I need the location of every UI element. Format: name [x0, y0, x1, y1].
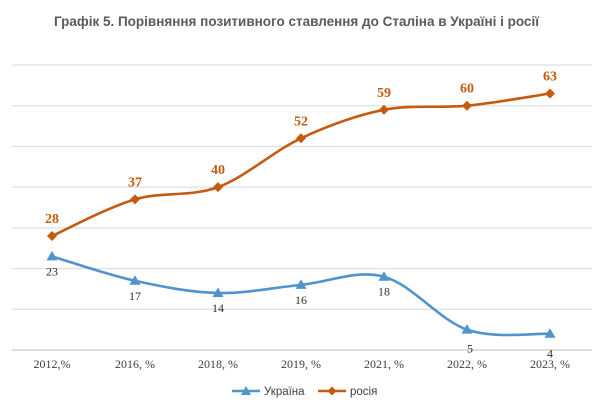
data-point-russia	[379, 104, 389, 115]
data-point-ukraine	[212, 287, 224, 297]
x-tick-label: 2012,%	[34, 357, 71, 371]
legend-marker-russia	[327, 386, 337, 396]
chart-title: Графік 5. Порівняння позитивного ставлен…	[53, 14, 539, 29]
data-label-ukraine: 16	[295, 293, 307, 307]
legend-label-russia: росія	[350, 386, 377, 398]
x-tick-label: 2021, %	[364, 357, 404, 371]
data-point-ukraine	[378, 271, 390, 281]
data-label-russia: 52	[294, 114, 308, 129]
data-label-russia: 59	[377, 86, 391, 101]
x-tick-label: 2016, %	[115, 357, 155, 371]
data-label-russia: 37	[128, 175, 142, 190]
data-point-ukraine	[129, 275, 141, 285]
data-point-russia	[213, 182, 223, 193]
x-tick-label: 2022, %	[447, 357, 487, 371]
data-label-russia: 63	[543, 70, 557, 85]
data-label-ukraine: 4	[547, 347, 553, 361]
data-point-russia	[296, 133, 306, 144]
data-label-ukraine: 17	[129, 289, 141, 303]
data-label-ukraine: 5	[467, 342, 473, 356]
data-label-russia: 60	[460, 82, 474, 97]
data-point-russia	[47, 231, 57, 241]
x-tick-label: 2023, %	[530, 357, 570, 371]
data-label-ukraine: 14	[212, 301, 224, 315]
data-point-ukraine	[461, 324, 473, 334]
x-tick-label: 2018, %	[198, 357, 238, 371]
data-point-russia	[462, 100, 472, 111]
legend-label-ukraine: Україна	[264, 386, 305, 398]
data-point-ukraine	[295, 279, 307, 289]
data-point-ukraine	[544, 328, 556, 338]
data-point-ukraine	[46, 250, 58, 261]
data-label-ukraine: 18	[378, 285, 390, 299]
data-label-russia: 40	[211, 163, 225, 178]
data-point-russia	[130, 194, 140, 205]
data-point-russia	[545, 88, 555, 99]
data-label-russia: 28	[45, 212, 59, 227]
legend-marker-ukraine	[241, 386, 251, 395]
x-tick-label: 2019, %	[281, 357, 321, 371]
data-label-ukraine: 23	[46, 264, 58, 278]
